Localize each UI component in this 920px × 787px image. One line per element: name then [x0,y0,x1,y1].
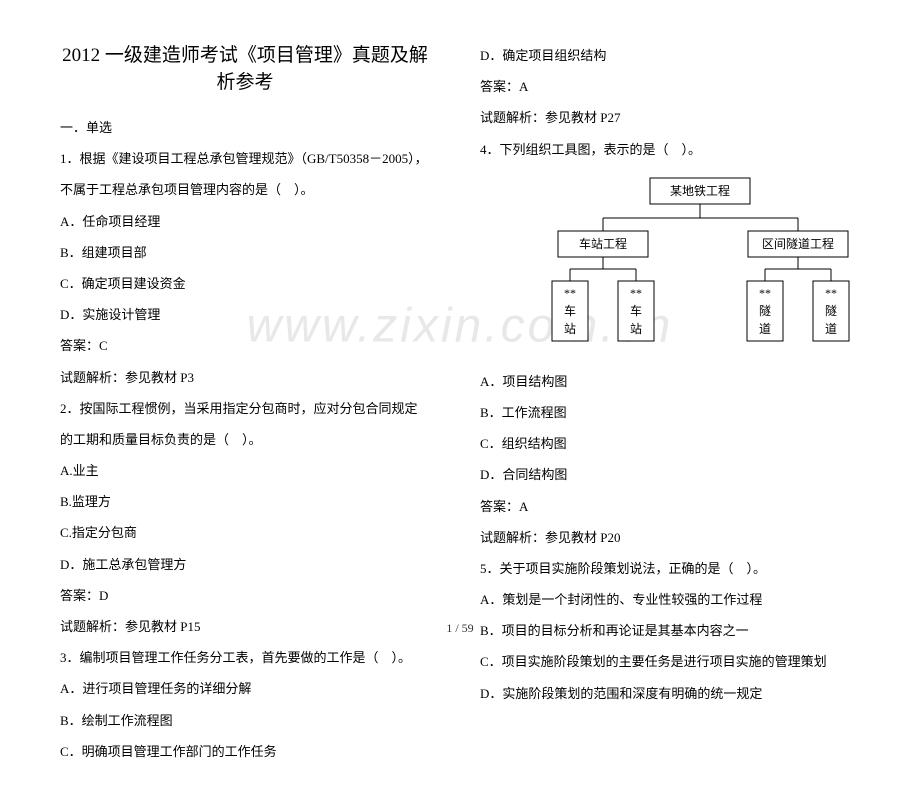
q3-analysis: 试题解析：参见教材 P27 [480,102,860,133]
q2-option-a: A.业主 [60,455,430,486]
org-chart-diagram: 某地铁工程 车站工程 区间隧道工程 ** 车 [540,173,860,358]
q3-option-b: B．绘制工作流程图 [60,705,430,736]
q1-option-b: B．组建项目部 [60,237,430,268]
document-page: 2012 一级建造师考试《项目管理》真题及解析参考 一．单选 1．根据《建设项目… [0,0,920,787]
q2-option-c: C.指定分包商 [60,517,430,548]
diagram-l3-2-2: 道 [759,322,771,336]
diagram-svg: 某地铁工程 车站工程 区间隧道工程 ** 车 [540,173,860,353]
q2-option-b: B.监理方 [60,486,430,517]
q1-option-a: A．任命项目经理 [60,206,430,237]
q1-option-d: D．实施设计管理 [60,299,430,330]
q5-option-c: C．项目实施阶段策划的主要任务是进行项目实施的管理策划 [480,646,860,677]
q1-option-c: C．确定项目建设资金 [60,268,430,299]
diagram-l3-1-2: 站 [630,322,642,336]
q2-analysis: 试题解析：参见教材 P15 [60,611,430,642]
q2-stem: 2．按国际工程惯例，当采用指定分包商时，应对分包合同规定的工期和质量目标负责的是… [60,393,430,455]
q2-option-d: D．施工总承包管理方 [60,549,430,580]
q1-analysis: 试题解析：参见教材 P3 [60,362,430,393]
q4-analysis: 试题解析：参见教材 P20 [480,522,860,553]
q3-answer: 答案：A [480,71,860,102]
q4-option-b: B．工作流程图 [480,397,860,428]
q3-option-d: D．确定项目组织结构 [480,40,860,71]
diagram-l2-1: 区间隧道工程 [762,236,834,251]
q5-option-d: D．实施阶段策划的范围和深度有明确的统一规定 [480,678,860,709]
diagram-l3-0-1: 车 [564,303,576,318]
q5-option-b: B．项目的目标分析和再论证是其基本内容之一 [480,615,860,646]
diagram-l3-1-1: 车 [630,303,642,318]
q3-stem: 3．编制项目管理工作任务分工表，首先要做的工作是（ ）。 [60,642,430,673]
q4-option-c: C．组织结构图 [480,428,860,459]
q5-stem: 5．关于项目实施阶段策划说法，正确的是（ ）。 [480,553,860,584]
q5-option-a: A．策划是一个封闭性的、专业性较强的工作过程 [480,584,860,615]
q3-option-c: C．明确项目管理工作部门的工作任务 [60,736,430,767]
page-title: 2012 一级建造师考试《项目管理》真题及解析参考 [60,40,430,94]
q4-option-a: A．项目结构图 [480,366,860,397]
q3-option-a: A．进行项目管理任务的详细分解 [60,673,430,704]
diagram-l3-3-0: ** [825,286,837,300]
q4-answer: 答案：A [480,491,860,522]
q2-answer: 答案：D [60,580,430,611]
right-column: D．确定项目组织结构 答案：A 试题解析：参见教材 P27 4．下列组织工具图，… [455,40,860,767]
q1-answer: 答案：C [60,330,430,361]
section-header: 一．单选 [60,112,430,143]
diagram-l3-2-1: 隧 [759,303,771,318]
q4-option-d: D．合同结构图 [480,459,860,490]
diagram-l2-0: 车站工程 [579,236,627,251]
q1-stem: 1．根据《建设项目工程总承包管理规范》（GB/T50358－2005），不属于工… [60,143,430,205]
diagram-l3-0-2: 站 [564,322,576,336]
q4-stem: 4．下列组织工具图，表示的是（ ）。 [480,134,860,165]
diagram-l3-1-0: ** [630,286,642,300]
left-column: 2012 一级建造师考试《项目管理》真题及解析参考 一．单选 1．根据《建设项目… [60,40,455,767]
diagram-root: 某地铁工程 [670,183,730,198]
diagram-l3-3-1: 隧 [825,303,837,318]
diagram-l3-2-0: ** [759,286,771,300]
diagram-l3-3-2: 道 [825,322,837,336]
diagram-l3-0-0: ** [564,286,576,300]
